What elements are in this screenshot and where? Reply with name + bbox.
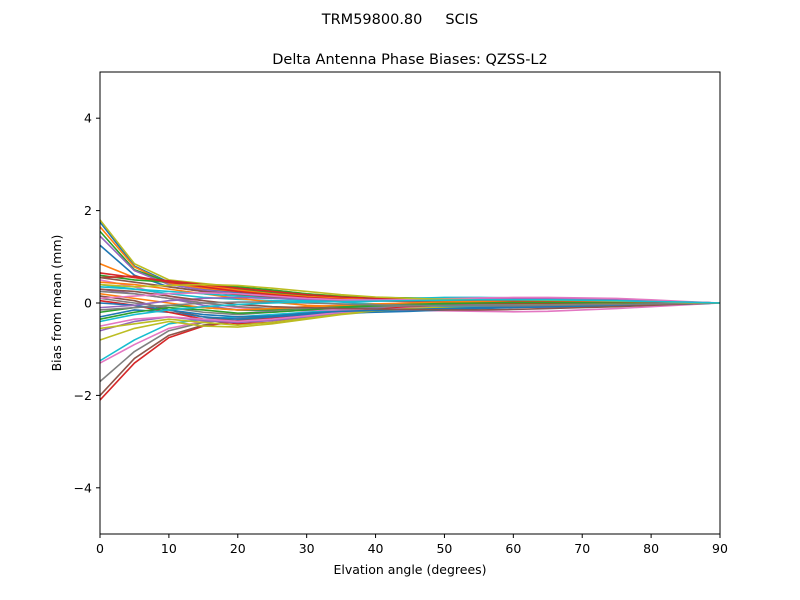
x-tick-label: 70	[574, 541, 590, 556]
plot-lines	[99, 219, 721, 401]
series-line-38	[99, 301, 721, 311]
chart-suptitle: TRM59800.80 SCIS	[321, 12, 478, 28]
x-tick-label: 80	[643, 541, 659, 556]
y-tick-label: 2	[84, 203, 92, 218]
series-line-40	[99, 298, 721, 323]
x-tick-label: 10	[161, 541, 177, 556]
y-tick-label: −4	[74, 480, 92, 495]
plot-frame	[99, 71, 721, 535]
y-axis-label: Bias from mean (mm)	[49, 235, 64, 372]
x-tick-label: 40	[368, 541, 384, 556]
x-tick-label: 90	[712, 541, 728, 556]
y-axis-ticks: −4 −2 0 2 4	[74, 111, 100, 495]
series-line-11	[99, 244, 721, 304]
x-tick-label: 20	[230, 541, 246, 556]
y-tick-label: 0	[84, 296, 92, 311]
series-line-33	[99, 301, 720, 320]
chart-title: Delta Antenna Phase Biases: QZSS-L2	[272, 52, 547, 68]
series-line-37	[99, 292, 721, 304]
x-axis-ticks: 0 10 20 30 40 50 60 70 80 90	[96, 534, 728, 556]
series-line-2	[99, 226, 721, 304]
series-line-1	[99, 221, 721, 304]
y-tick-label: 4	[84, 111, 92, 126]
x-tick-label: 60	[505, 541, 521, 556]
series-line-36	[99, 288, 721, 311]
x-tick-label: 30	[299, 541, 315, 556]
x-tick-label: 50	[436, 541, 452, 556]
y-tick-label: −2	[74, 388, 92, 403]
x-tick-label: 0	[96, 541, 104, 556]
x-axis-label: Elvation angle (degrees)	[333, 562, 486, 577]
